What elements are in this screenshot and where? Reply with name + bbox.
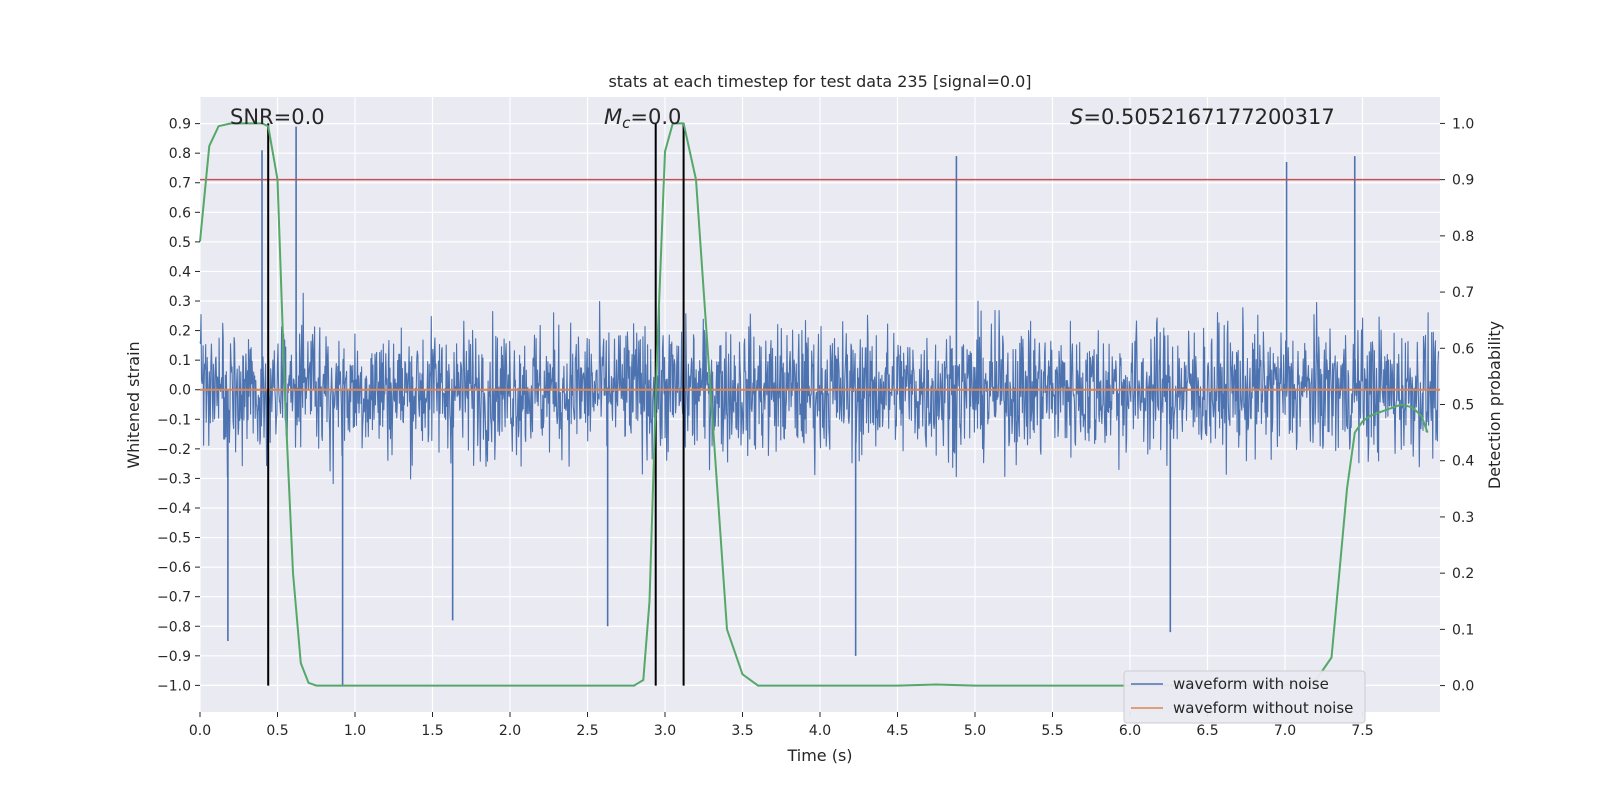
x-tick-label: 5.0: [964, 723, 986, 739]
y2-tick-label: 0.9: [1452, 173, 1474, 189]
x-tick-label: 6.0: [1119, 723, 1141, 739]
y-tick-label: −0.6: [157, 560, 191, 576]
legend: waveform with noise waveform without noi…: [1123, 670, 1366, 724]
mc-value: =0.0: [630, 105, 681, 129]
noise-waveform-line: [199, 292, 1440, 485]
y-axis-label: Whitened strain: [124, 341, 143, 468]
x-tick-label: 1.0: [344, 723, 366, 739]
y2-tick-label: 0.3: [1452, 510, 1474, 526]
y2-tick-label: 0.6: [1452, 341, 1474, 357]
y2-tick-label: 0.4: [1452, 454, 1474, 470]
x-axis-label: Time (s): [786, 746, 852, 765]
y2-tick-label: 0.5: [1452, 398, 1474, 414]
legend-label-without-noise: waveform without noise: [1173, 699, 1353, 717]
y-tick-label: 0.9: [169, 117, 191, 133]
x-tick-label: 0.0: [189, 723, 211, 739]
y2-tick-label: 1.0: [1452, 116, 1474, 132]
y-tick-label: 0.2: [169, 324, 191, 340]
noise-series: [199, 126, 1440, 686]
x-tick-label: 6.5: [1196, 723, 1218, 739]
y-tick-label: 0.7: [169, 176, 191, 192]
x-tick-label: 0.5: [266, 723, 288, 739]
x-tick-label: 2.5: [576, 723, 598, 739]
y-tick-label: 0.5: [169, 235, 191, 251]
y-tick-label: −1.0: [157, 678, 191, 694]
x-tick-label: 5.5: [1041, 723, 1063, 739]
y-tick-label: −0.8: [157, 619, 191, 635]
mc-annotation: Mc=0.0: [604, 105, 681, 132]
x-tick-label: 7.0: [1274, 723, 1296, 739]
y2-tick-label: 0.8: [1452, 229, 1474, 245]
y-tick-label: −0.5: [157, 531, 191, 547]
y-tick-label: −0.2: [157, 442, 191, 458]
ticks: 0.0 0.5 1.0 1.5 2.0 2.5 3.0 3.5 4.0 4.5 5.0 5.5 6.0 6…: [157, 116, 1474, 739]
y-tick-label: −0.4: [157, 501, 191, 517]
y2-axis-label: Detection probability: [1485, 321, 1504, 489]
chart-title: stats at each timestep for test data 235…: [608, 72, 1031, 91]
y-tick-label: 0.3: [169, 294, 191, 310]
x-tick-label: 2.0: [499, 723, 521, 739]
probability-series: [199, 122, 1429, 687]
y2-tick-label: 0.1: [1452, 622, 1474, 638]
s-annotation: S=0.5052167177200317: [1070, 105, 1335, 129]
y-tick-label: 0.4: [169, 264, 191, 280]
y-tick-label: 0.6: [169, 205, 191, 221]
x-tick-label: 7.5: [1351, 723, 1373, 739]
probability-line: [199, 122, 1429, 687]
s-value: =0.5052167177200317: [1083, 105, 1334, 129]
y2-tick-label: 0.0: [1452, 679, 1474, 695]
y2-tick-label: 0.2: [1452, 566, 1474, 582]
legend-box: [1123, 670, 1366, 724]
mc-symbol: M: [604, 105, 622, 129]
y-tick-label: −0.1: [157, 412, 191, 428]
x-tick-label: 4.5: [886, 723, 908, 739]
y-tick-label: −0.9: [157, 649, 191, 665]
x-tick-label: 3.5: [731, 723, 753, 739]
snr-annotation: SNR=0.0: [230, 105, 325, 129]
x-tick-label: 3.0: [654, 723, 676, 739]
x-tick-label: 1.5: [421, 723, 443, 739]
y-tick-label: 0.8: [169, 146, 191, 162]
x-tick-label: 4.0: [809, 723, 831, 739]
y-tick-label: −0.7: [157, 590, 191, 606]
mc-subscript: c: [622, 114, 631, 132]
legend-label-with-noise: waveform with noise: [1173, 675, 1329, 693]
y-tick-label: −0.3: [157, 471, 191, 487]
y-tick-label: 0.0: [169, 383, 191, 399]
y-tick-label: 0.1: [169, 353, 191, 369]
y2-tick-label: 0.7: [1452, 285, 1474, 301]
s-symbol: S: [1070, 105, 1083, 129]
